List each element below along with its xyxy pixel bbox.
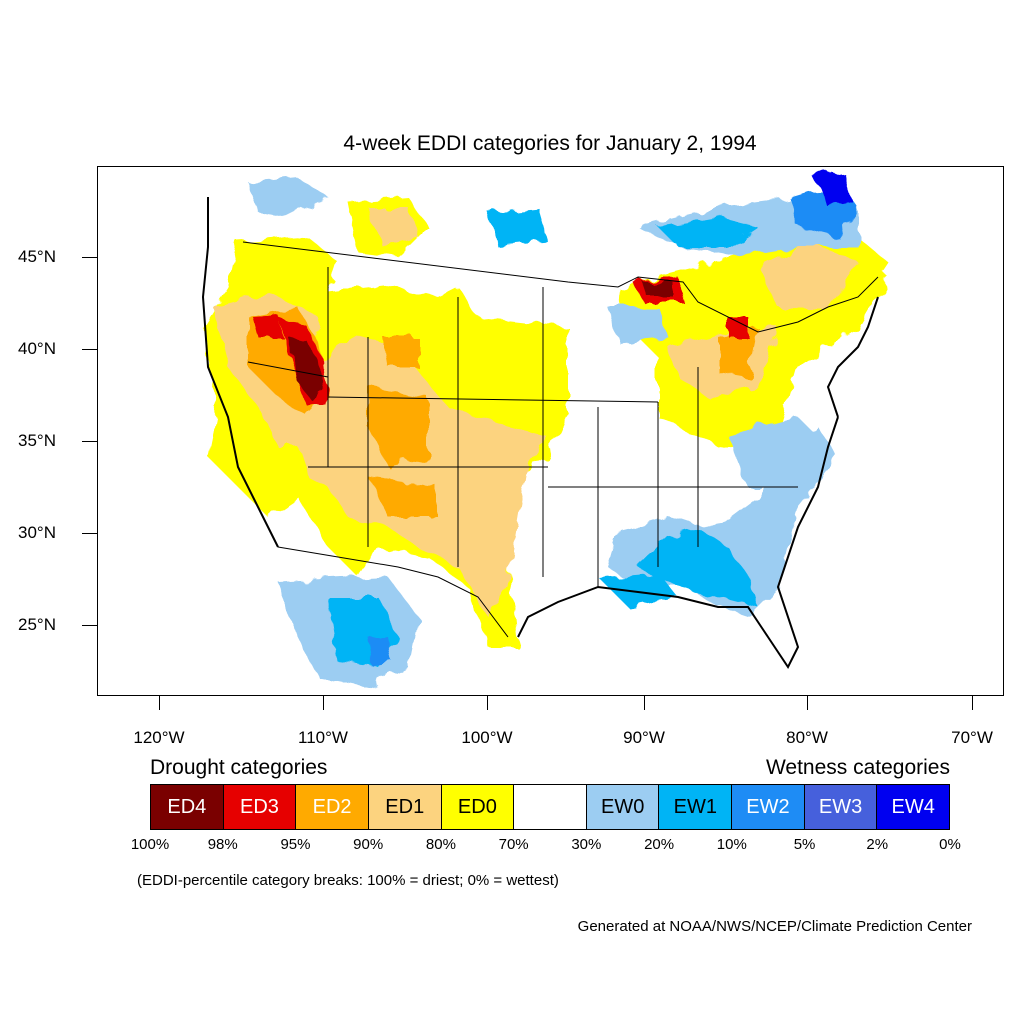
percentile-label: 30%	[571, 836, 602, 853]
ew1-mn	[488, 207, 548, 247]
lat-tick-35	[82, 441, 97, 442]
lat-tick-25	[82, 625, 97, 626]
percentile-label: 10%	[716, 836, 747, 853]
percentile-label: 2%	[866, 836, 889, 853]
lat-label-25: 25°N	[18, 615, 56, 634]
legend-ew3: EW3	[804, 785, 878, 829]
percentile-label: 90%	[353, 836, 384, 853]
percentile-label: 70%	[498, 836, 529, 853]
ew1-southeast	[638, 527, 758, 607]
gulf-coast	[517, 416, 839, 669]
percentile-label: 80%	[425, 836, 456, 853]
ed2-wy	[383, 337, 418, 367]
credit-line: Generated at NOAA/NWS/NCEP/Climate Predi…	[577, 918, 972, 935]
percentile-label: 5%	[793, 836, 816, 853]
legend-ew0: EW0	[586, 785, 660, 829]
drought-categories-heading: Drought categories	[150, 756, 328, 779]
state-line-1	[247, 361, 329, 378]
lon-tick-100	[487, 696, 488, 710]
ed3-on	[728, 317, 748, 337]
legend-ew1: EW1	[659, 785, 733, 829]
lon-tick-90	[644, 696, 645, 710]
legend-normal	[514, 785, 587, 829]
lat-label-40: 40°N	[18, 339, 56, 358]
east-coast	[826, 296, 879, 418]
percentile-label: 95%	[280, 836, 311, 853]
lon-label-120: 120°W	[133, 728, 185, 747]
boundaries	[201, 197, 879, 669]
legend-ed2: ED2	[296, 785, 369, 829]
ew1-gulf	[598, 572, 678, 607]
lon-tick-120	[159, 696, 160, 710]
lat-label-45: 45°N	[18, 247, 56, 266]
category-note: (EDDI-percentile category breaks: 100% =…	[137, 872, 559, 889]
ew0-lakes	[608, 307, 668, 342]
mexico-border	[277, 546, 509, 638]
ed2-mi	[718, 327, 758, 377]
percentile-label: 0%	[939, 836, 961, 853]
legend-ew4: EW4	[877, 785, 950, 829]
lon-label-110: 110°W	[298, 728, 348, 747]
ew2-mexico	[368, 637, 393, 667]
category-legend-bar: ED4 ED3 ED2 ED1 ED0 EW0 EW1 EW2 EW3 EW4	[150, 784, 950, 830]
lon-label-100: 100°W	[461, 728, 513, 747]
legend-ew2: EW2	[732, 785, 805, 829]
state-line-7	[327, 396, 659, 403]
map-panel	[97, 166, 1004, 696]
ed2-colorado	[368, 387, 428, 467]
lon-label-80: 80°W	[786, 728, 828, 747]
percentile-label: 98%	[207, 836, 238, 853]
lat-tick-30	[82, 533, 97, 534]
ew4-quebec	[813, 172, 853, 207]
percentile-label: 20%	[644, 836, 675, 853]
ed2-nm	[368, 477, 438, 517]
us-canada-border	[242, 241, 879, 333]
lat-label-35: 35°N	[18, 431, 56, 450]
legend-ed1: ED1	[368, 785, 442, 829]
lat-tick-40	[82, 349, 97, 350]
ed4-idaho	[288, 337, 323, 402]
ed1-north	[368, 207, 418, 247]
west-coast	[201, 197, 279, 548]
legend-ed4: ED4	[151, 785, 224, 829]
eddi-map	[201, 172, 888, 687]
ew0-va	[728, 417, 828, 487]
wetness-categories-heading: Wetness categories	[765, 756, 950, 779]
ed3-or	[253, 315, 283, 337]
map-title: 4-week EDDI categories for January 2, 19…	[343, 132, 757, 155]
percentile-label: 100%	[130, 836, 170, 853]
ew1-north	[658, 217, 758, 247]
lon-label-70: 70°W	[951, 728, 993, 747]
lon-tick-110	[323, 696, 324, 710]
eddi-fields	[203, 172, 888, 687]
legend-ed3: ED3	[223, 785, 297, 829]
lon-label-90: 90°W	[623, 728, 665, 747]
lon-tick-80	[807, 696, 808, 710]
legend-ed0: ED0	[441, 785, 515, 829]
ed1-ne	[758, 242, 858, 307]
lon-tick-70	[972, 696, 973, 710]
ew0-canada-west	[248, 177, 328, 217]
ed4-mi	[643, 282, 673, 297]
lat-tick-45	[82, 257, 97, 258]
lat-label-30: 30°N	[18, 523, 56, 542]
